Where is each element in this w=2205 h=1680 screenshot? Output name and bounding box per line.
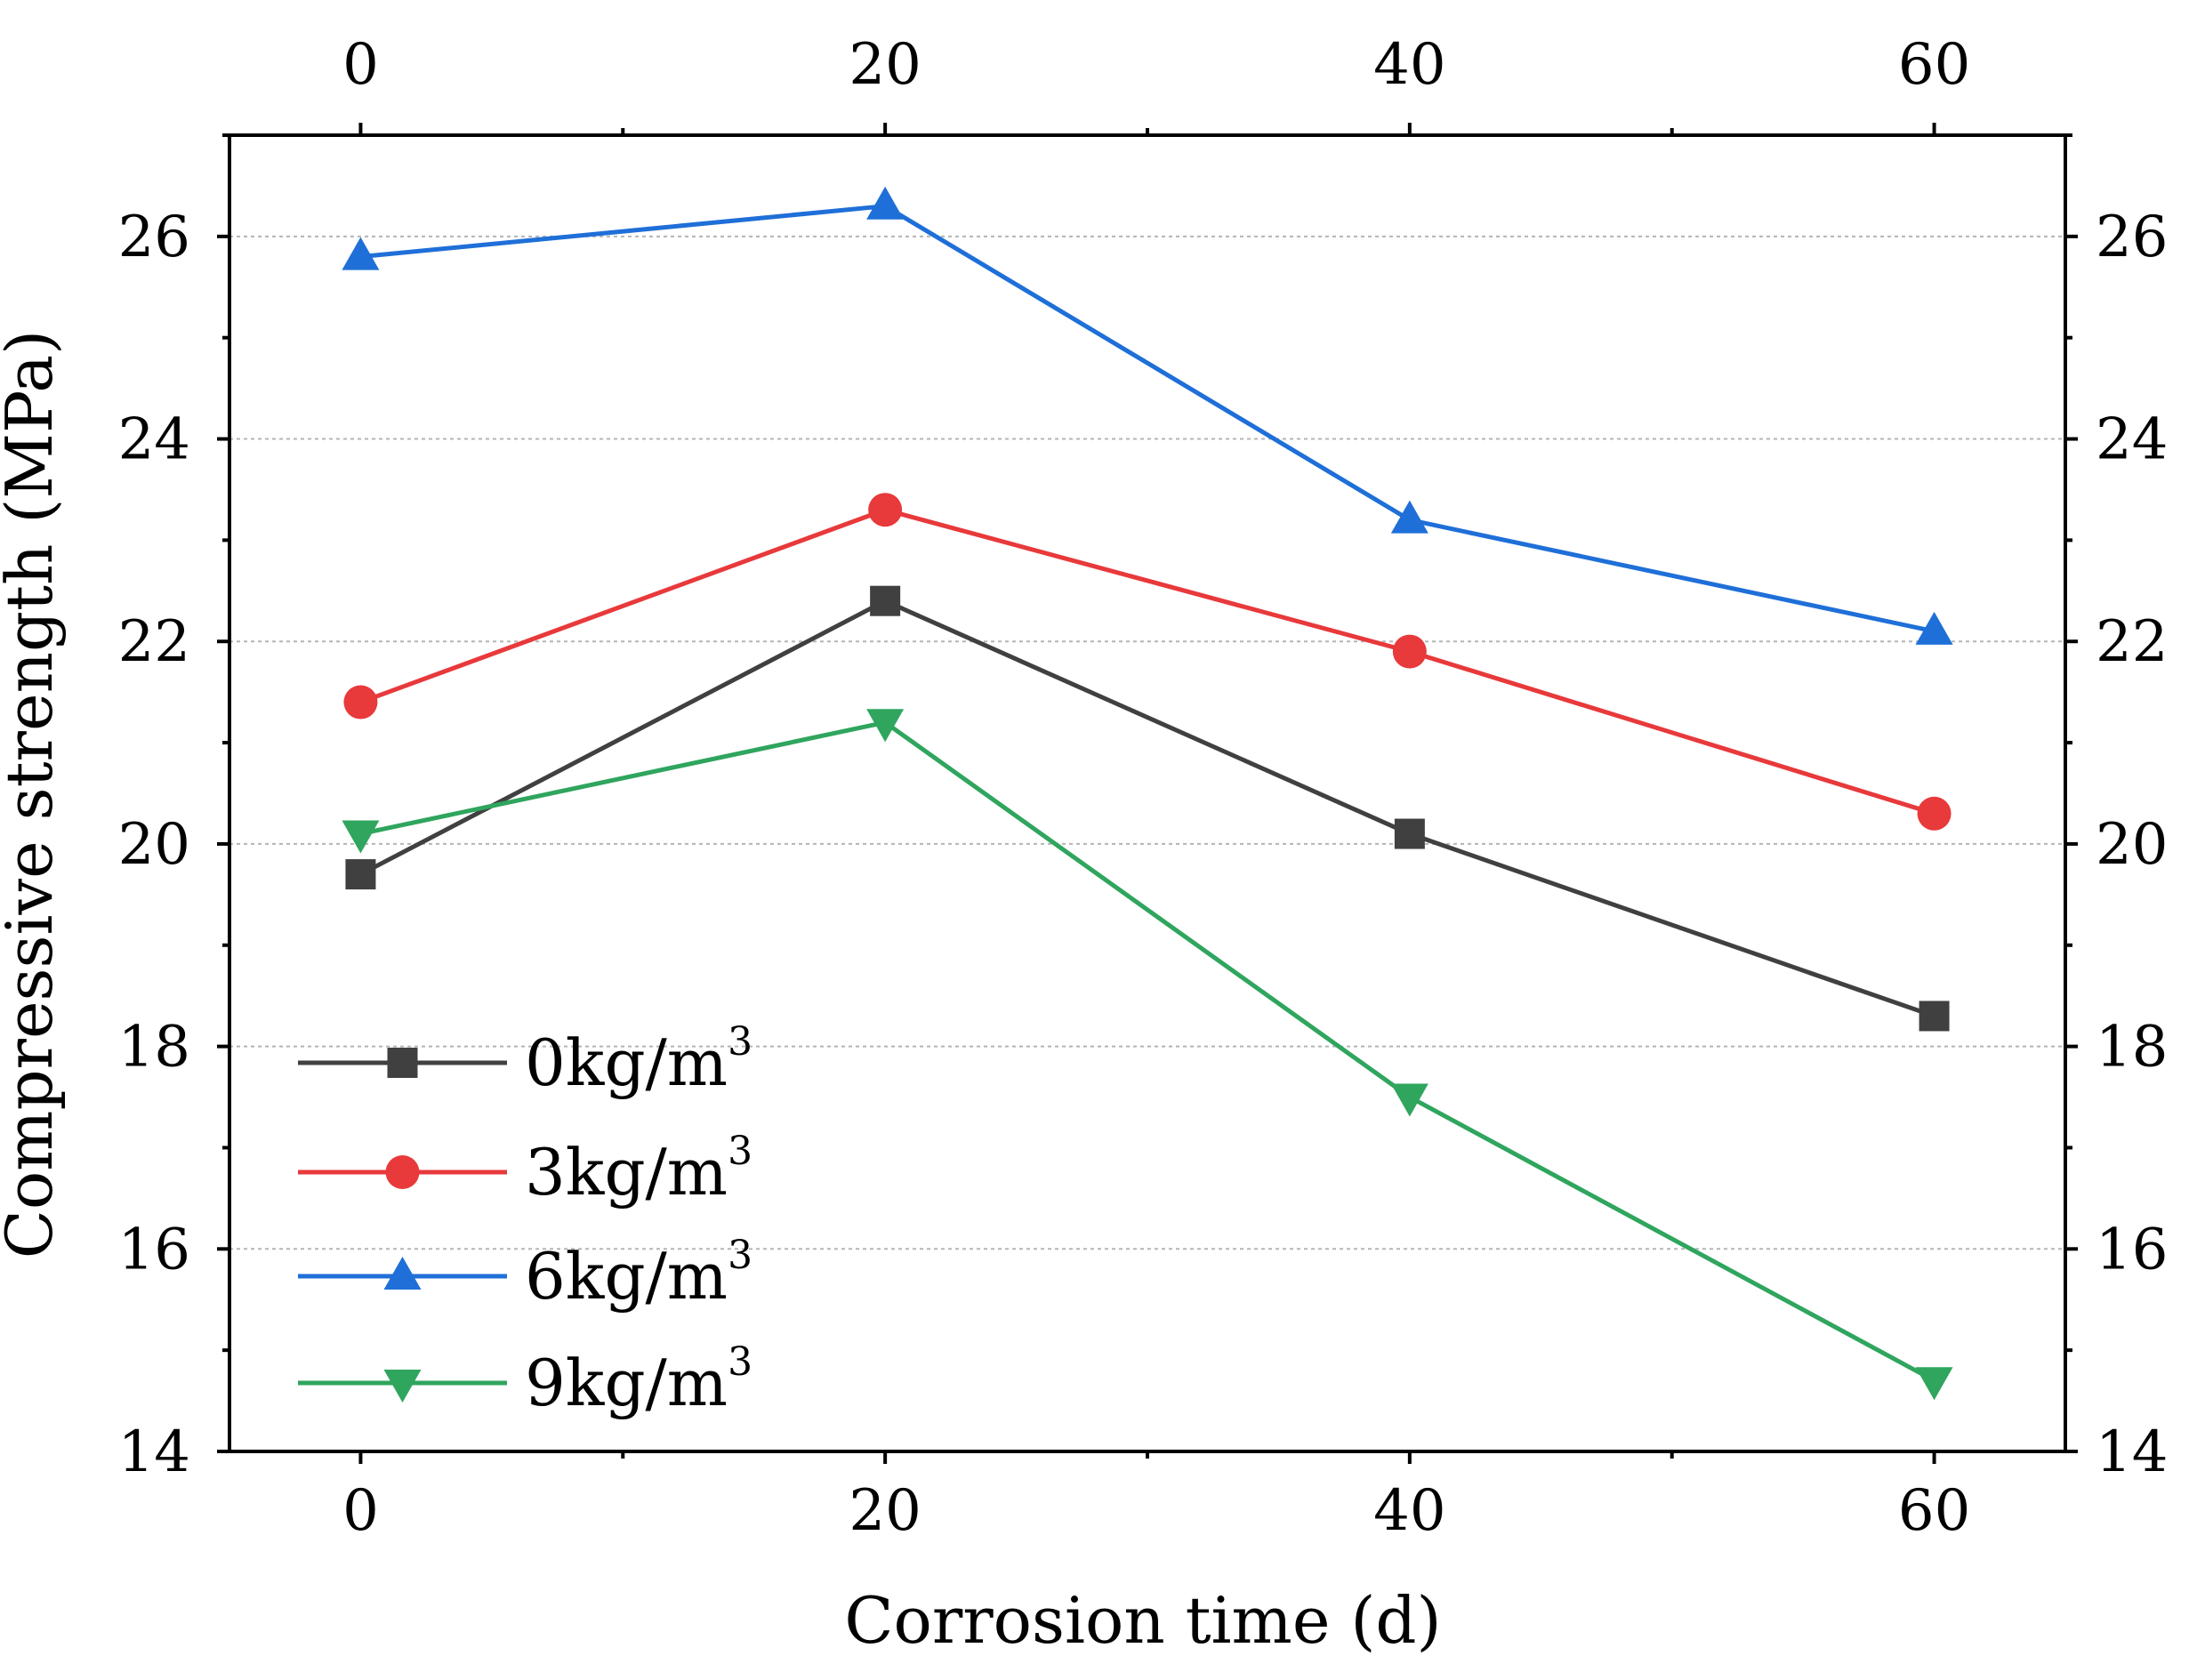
data-point-s0-2 — [1394, 818, 1425, 849]
legend-item-1: 3kg/m3 — [298, 1129, 752, 1210]
tick-labels: 14 14 16 16 18 18 20 20 22 22 24 24 26 26 0 0 20 20 40 40 60… — [118, 32, 2169, 1544]
data-point-s0-1 — [870, 585, 901, 616]
data-point-s0-3 — [1919, 1001, 1950, 1032]
data-point-s2-3 — [1915, 611, 1953, 645]
grid-lines — [229, 235, 2065, 1250]
legend-marker-1 — [385, 1155, 420, 1189]
legend-label-superscript: 3 — [728, 1019, 752, 1065]
x-tick-label-bottom: 0 — [342, 1478, 379, 1544]
data-point-s2-2 — [1390, 500, 1428, 534]
data-point-s3-1 — [866, 709, 905, 743]
y-tick-label-left: 24 — [118, 407, 190, 473]
legend-label-superscript: 3 — [728, 1233, 752, 1278]
x-tick-label-bottom: 60 — [1898, 1478, 1970, 1544]
legend-item-0: 0kg/m3 — [298, 1019, 752, 1100]
y-tick-label-right: 22 — [2096, 609, 2168, 675]
x-tick-label-top: 40 — [1373, 32, 1445, 98]
series-line-3 — [359, 719, 1935, 1383]
x-tick-label-top: 20 — [849, 32, 921, 98]
x-tick-label-top: 60 — [1898, 32, 1970, 98]
y-tick-label-left: 18 — [118, 1015, 190, 1081]
y-tick-label-left: 26 — [118, 205, 190, 270]
data-point-s1-2 — [1392, 634, 1427, 669]
data-point-s3-3 — [1915, 1367, 1953, 1401]
series-0 — [345, 585, 1950, 1032]
legend-label-1: 3kg/m3 — [525, 1129, 752, 1210]
legend-item-2: 6kg/m3 — [298, 1233, 752, 1314]
data-point-s2-0 — [342, 237, 380, 270]
y-tick-label-right: 14 — [2096, 1419, 2168, 1485]
data-point-s2-1 — [866, 186, 905, 220]
data-point-s1-0 — [343, 685, 378, 719]
legend-label-2: 6kg/m3 — [525, 1233, 752, 1314]
legend-label-text: 9kg/m — [525, 1346, 728, 1420]
legend-label-0: 0kg/m3 — [525, 1019, 752, 1100]
series-line-2 — [360, 204, 1935, 634]
y-tick-label-left: 14 — [118, 1419, 190, 1485]
series-1 — [343, 493, 1952, 831]
data-point-s3-0 — [342, 820, 380, 854]
legend-label-text: 0kg/m — [525, 1025, 728, 1100]
data-point-s1-1 — [868, 493, 903, 527]
y-tick-label-right: 26 — [2096, 205, 2168, 270]
axis-ticks — [217, 123, 2078, 1464]
legend-label-text: 6kg/m — [525, 1239, 728, 1314]
x-tick-label-bottom: 20 — [849, 1478, 921, 1544]
series-3 — [342, 709, 1953, 1401]
plot-frame — [228, 133, 2067, 1453]
y-tick-label-left: 16 — [118, 1217, 190, 1282]
y-tick-label-right: 20 — [2096, 812, 2168, 878]
series-2 — [342, 186, 1953, 645]
legend-label-3: 9kg/m3 — [525, 1339, 752, 1420]
legend-label-text: 3kg/m — [525, 1135, 728, 1210]
legend-label-superscript: 3 — [728, 1339, 752, 1385]
y-axis-title: Compressive strength (MPa) — [0, 330, 67, 1259]
series-line-0 — [359, 599, 1935, 1018]
data-point-s0-0 — [345, 859, 376, 890]
series-layer — [342, 186, 1953, 1401]
series-line-1 — [359, 507, 1935, 816]
x-axis-title: Corrosion time (d) — [844, 1583, 1441, 1658]
data-point-s1-3 — [1917, 796, 1952, 831]
y-tick-label-right: 16 — [2096, 1217, 2168, 1282]
legend-marker-2 — [383, 1257, 422, 1290]
legend-marker-0 — [387, 1048, 418, 1078]
y-tick-label-right: 24 — [2096, 407, 2168, 473]
y-tick-label-right: 18 — [2096, 1015, 2168, 1081]
legend-marker-3 — [383, 1370, 422, 1403]
y-tick-label-left: 20 — [118, 812, 190, 878]
y-tick-label-left: 22 — [118, 609, 190, 675]
x-tick-label-top: 0 — [342, 32, 379, 98]
data-point-s3-2 — [1390, 1083, 1428, 1117]
legend-item-3: 9kg/m3 — [298, 1339, 752, 1420]
legend-label-superscript: 3 — [728, 1129, 752, 1174]
x-tick-label-bottom: 40 — [1373, 1478, 1445, 1544]
